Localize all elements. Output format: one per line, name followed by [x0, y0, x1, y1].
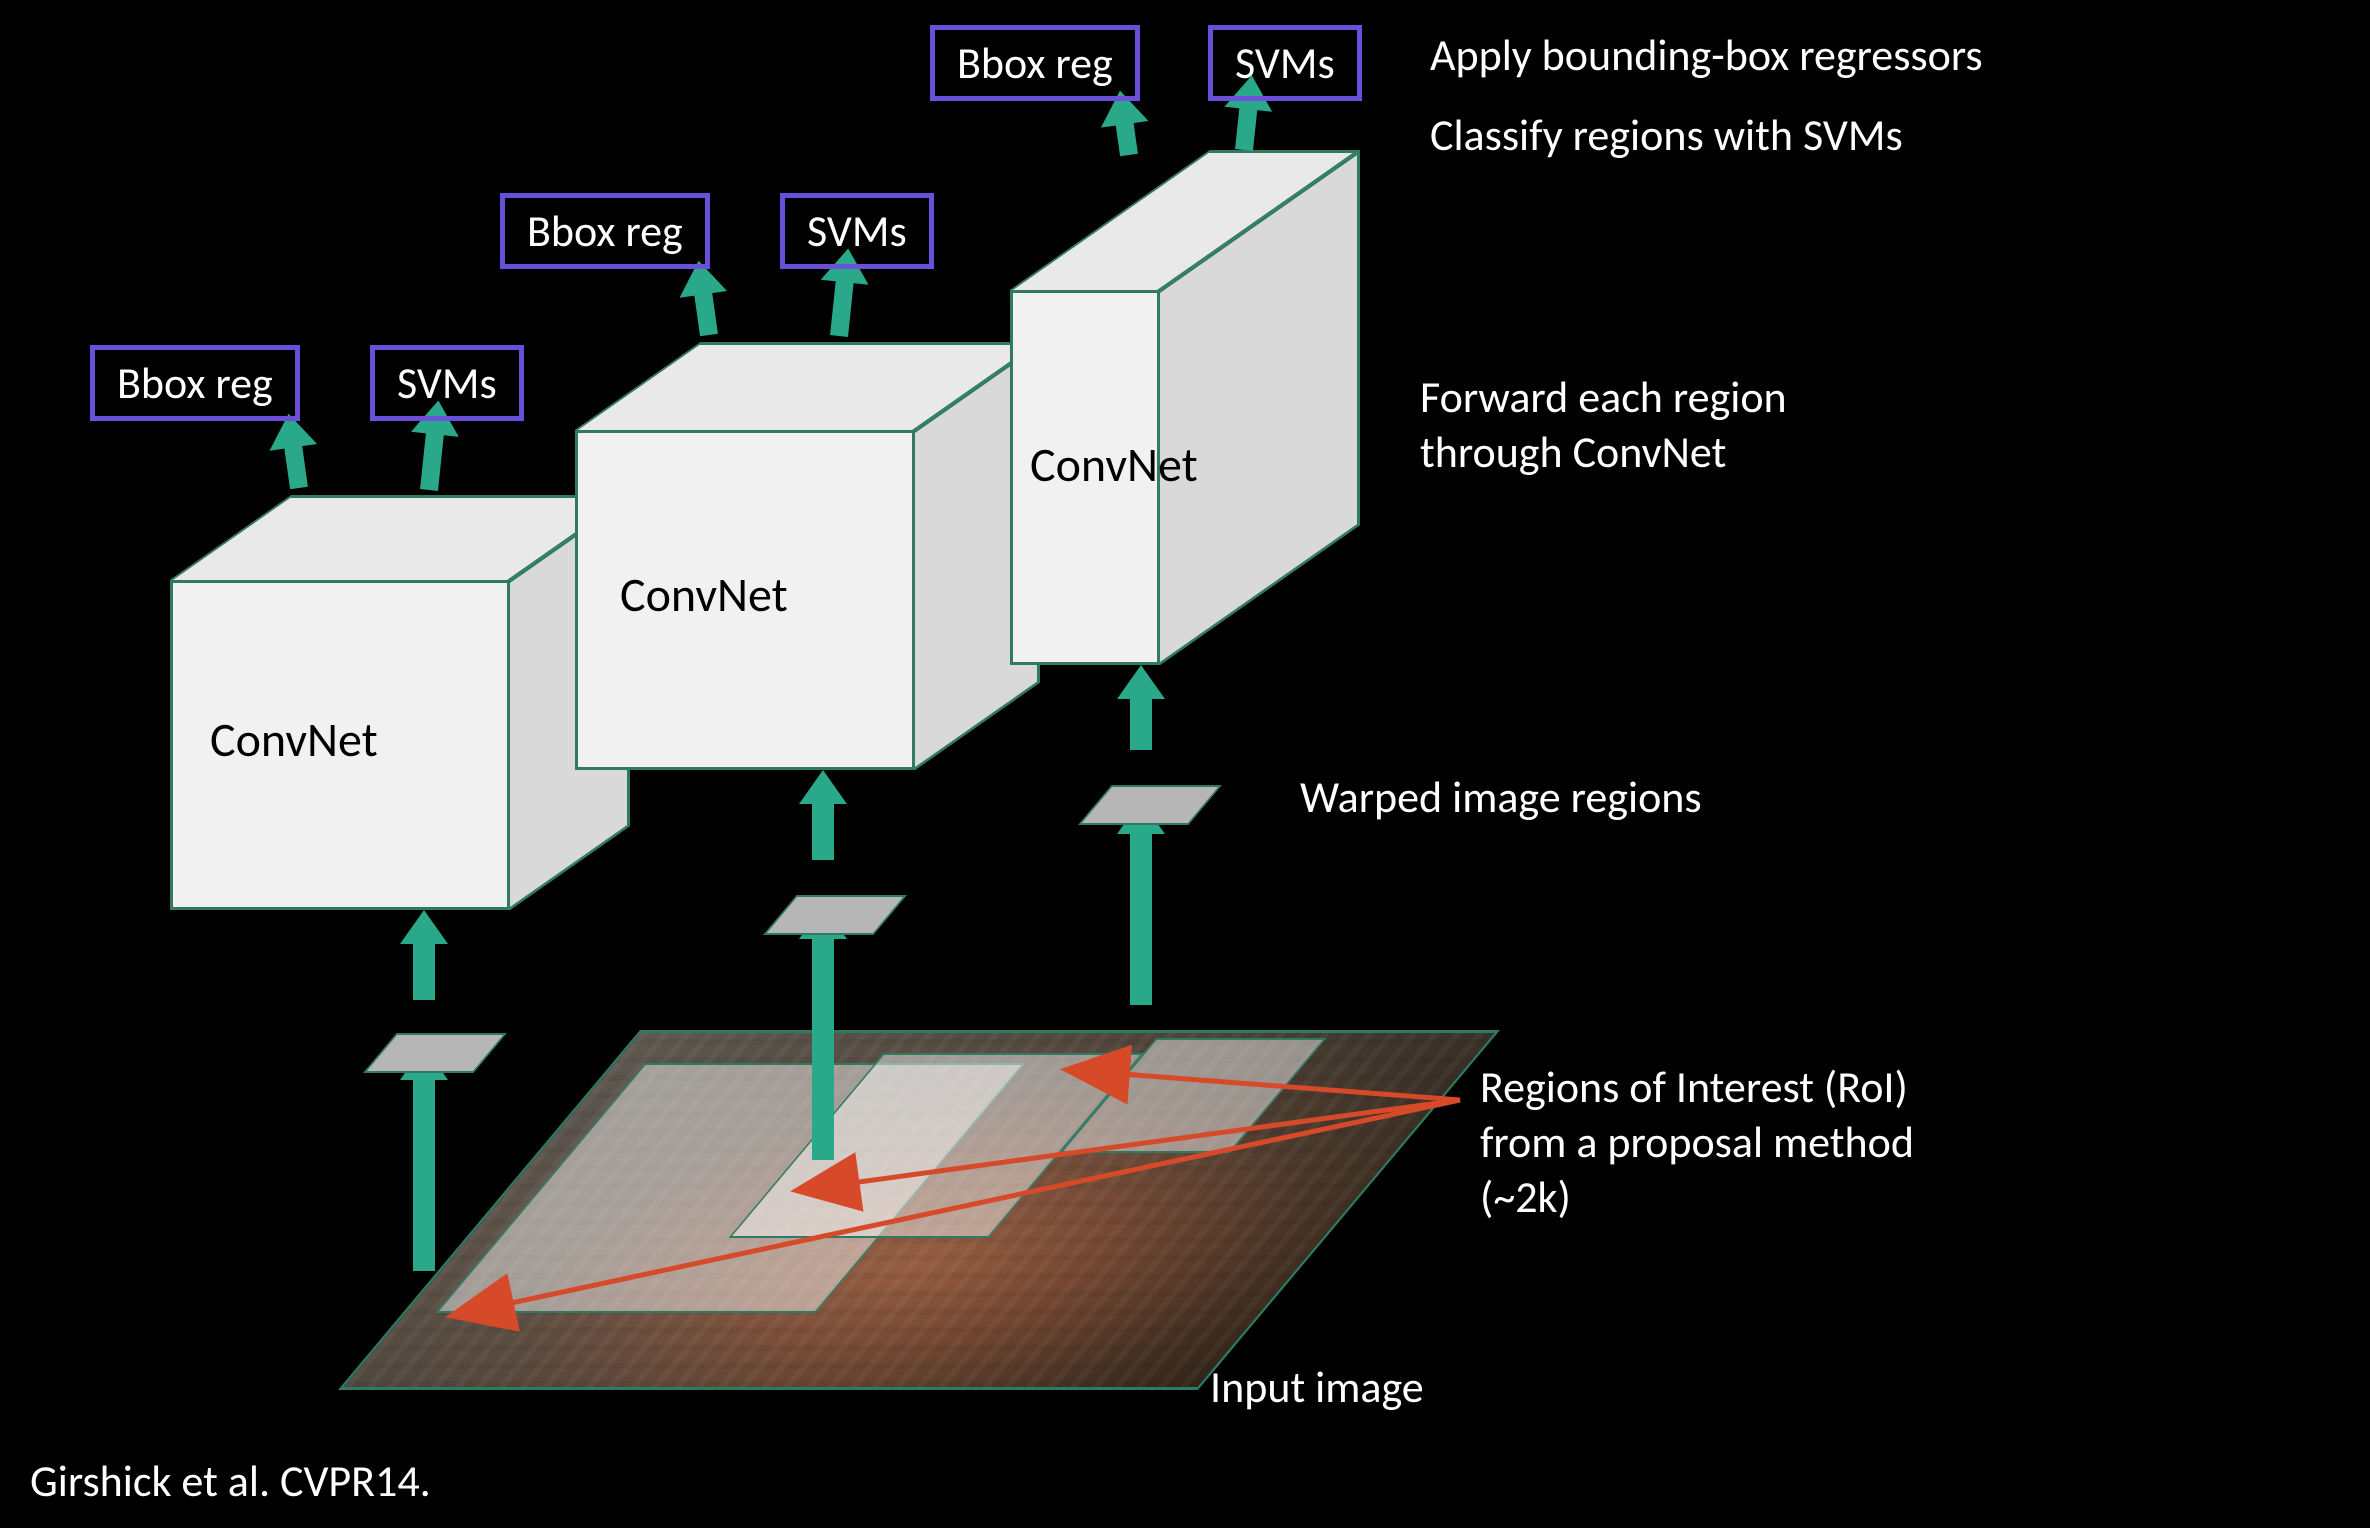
arrow-convnet-to-svms: [1235, 104, 1258, 151]
svms-box: SVMs: [780, 193, 934, 269]
svms-box: SVMs: [370, 345, 524, 421]
annot-warped-regions: Warped image regions: [1300, 770, 1702, 825]
convnet-label: ConvNet: [210, 710, 378, 769]
citation: Girshick et al. CVPR14.: [30, 1454, 431, 1508]
annot-bbox-regressors: Apply bounding-box regressors: [1430, 28, 1983, 83]
arrow-convnet-to-bboxreg: [284, 442, 308, 489]
convnet-cube: ConvNet: [575, 430, 1040, 858]
convnet-label: ConvNet: [1030, 435, 1198, 494]
annot-forward-convnet: Forward each regionthrough ConvNet: [1420, 370, 1787, 480]
arrow-input-to-warped: [1130, 830, 1152, 1005]
annot-input-image: Input image: [1210, 1360, 1424, 1415]
annot-roi: Regions of Interest (RoI)from a proposal…: [1480, 1060, 1914, 1225]
arrow-convnet-to-svms: [830, 277, 854, 337]
bbox-reg-box: Bbox reg: [500, 193, 710, 269]
convnet-cube: ConvNet: [1010, 290, 1360, 805]
annot-classify-svms: Classify regions with SVMs: [1430, 108, 1903, 163]
convnet-cube: ConvNet: [170, 580, 630, 995]
svms-box: SVMs: [1208, 25, 1362, 101]
arrow-input-to-warped: [812, 935, 834, 1160]
warped-region-tile: [363, 1033, 507, 1073]
arrow-input-to-warped: [413, 1076, 435, 1271]
bbox-reg-box: Bbox reg: [930, 25, 1140, 101]
warped-region-tile: [763, 895, 907, 935]
arrow-convnet-to-bboxreg: [694, 289, 718, 336]
convnet-label: ConvNet: [620, 565, 788, 624]
input-image-plane: [338, 1030, 1500, 1390]
arrow-convnet-to-bboxreg: [1115, 119, 1138, 156]
arrow-convnet-to-svms: [420, 429, 444, 491]
bbox-reg-box: Bbox reg: [90, 345, 300, 421]
